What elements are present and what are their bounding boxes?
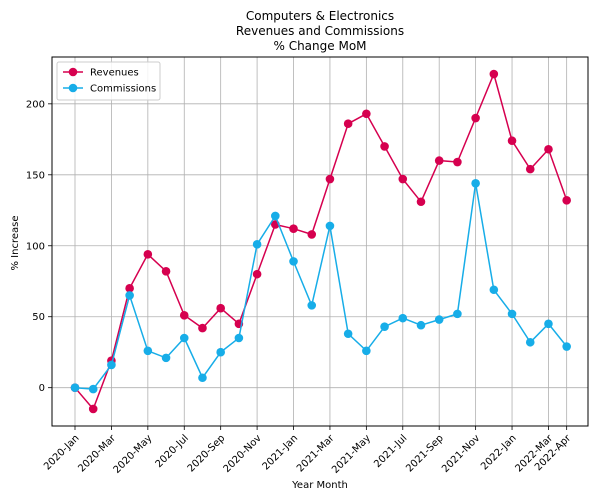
data-point [343, 329, 353, 339]
x-tick-label: 2020-Nov [222, 433, 264, 475]
data-point [325, 221, 335, 231]
data-point [234, 333, 244, 343]
x-tick-label: 2021-Nov [440, 433, 482, 475]
legend-item: Commissions [63, 84, 156, 95]
data-point [198, 373, 207, 383]
data-point [489, 285, 499, 295]
data-point [252, 240, 262, 249]
data-point [271, 211, 280, 221]
data-point [289, 257, 298, 266]
y-tick-label: 150 [26, 170, 45, 181]
data-point [161, 353, 171, 363]
chart-title: Computers & Electronics Revenues and Com… [236, 9, 404, 53]
legend-label: Revenues [90, 68, 139, 79]
series-layer [70, 69, 571, 414]
data-point [453, 309, 462, 319]
legend-marker [68, 67, 78, 77]
data-point [362, 109, 371, 119]
data-point [416, 197, 426, 207]
x-tick-label: 2021-May [330, 433, 373, 476]
data-point [343, 119, 353, 129]
data-point [416, 320, 426, 330]
data-point [252, 269, 262, 279]
x-tick-label: 2021-Jul [372, 433, 409, 470]
data-point [216, 303, 225, 313]
y-tick-label: 50 [32, 312, 45, 323]
data-point [143, 346, 153, 356]
data-point [216, 347, 225, 357]
data-point [453, 157, 462, 167]
data-point [307, 230, 317, 239]
data-point [434, 156, 444, 165]
grid-lines [52, 57, 588, 426]
data-point [380, 322, 389, 331]
data-point [544, 319, 553, 329]
data-point [125, 291, 134, 300]
data-point [70, 383, 80, 392]
data-point [88, 404, 98, 414]
x-axis-label: Year Month [291, 480, 348, 491]
data-point [88, 384, 98, 394]
series-line [74, 71, 568, 411]
y-tick-label: 100 [26, 241, 45, 252]
data-point [179, 333, 189, 343]
data-point [434, 315, 444, 324]
data-point [525, 164, 535, 174]
legend-label: Commissions [90, 84, 156, 95]
y-tick-label: 200 [26, 99, 45, 110]
data-point [161, 267, 171, 276]
y-tick-label: 0 [39, 383, 45, 394]
legend-marker [68, 83, 78, 93]
data-point [398, 174, 408, 184]
y-axis-label: % Increase [10, 216, 21, 271]
data-point [198, 323, 207, 333]
x-tick-label: 2020-Jul [154, 433, 191, 470]
data-point [398, 313, 408, 323]
x-tick-label: 2020-Sep [186, 433, 228, 475]
data-point [562, 196, 571, 205]
series-commissions [70, 179, 571, 394]
x-tick-label: 2021-Sep [404, 433, 446, 475]
data-point [380, 142, 389, 151]
data-point [325, 174, 335, 184]
data-point [507, 309, 517, 319]
chart-title-line-1: Computers & Electronics [246, 9, 394, 23]
chart-title-line-2: Revenues and Commissions [236, 24, 404, 38]
legend-item: Revenues [63, 68, 139, 79]
data-point [125, 284, 134, 293]
data-point [289, 224, 298, 234]
data-point [143, 249, 153, 259]
data-point [107, 360, 116, 370]
data-point [544, 144, 553, 154]
chart-title-line-3: % Change MoM [273, 39, 366, 53]
series-revenues [70, 69, 571, 414]
data-point [507, 136, 517, 146]
data-point [362, 346, 371, 356]
legend: Revenues Commissions [56, 61, 161, 101]
data-point [307, 301, 317, 310]
series-line [74, 183, 568, 390]
data-point [525, 337, 535, 347]
plot-area-frame [51, 56, 589, 427]
data-point [179, 311, 189, 320]
data-point [471, 113, 480, 123]
data-point [471, 179, 480, 188]
x-tick-label: 2020-May [112, 433, 155, 476]
data-point [489, 69, 499, 79]
data-point [562, 342, 571, 351]
